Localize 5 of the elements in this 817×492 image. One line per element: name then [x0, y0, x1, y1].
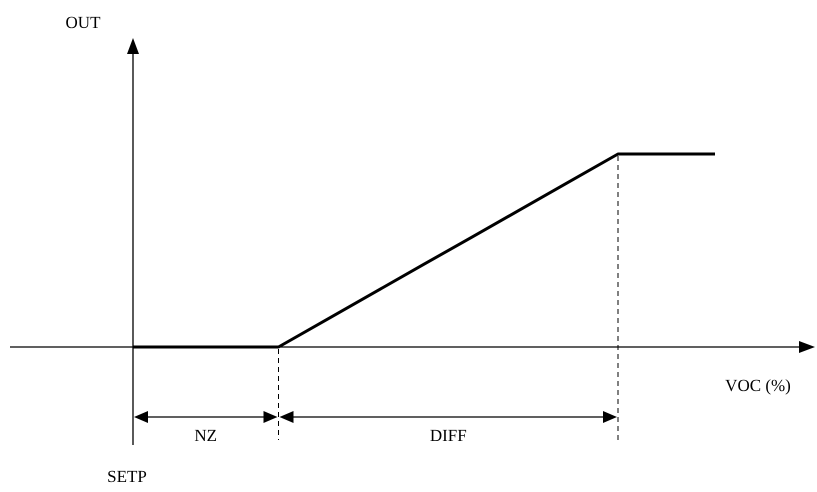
text: DIFF [430, 426, 467, 445]
x-axis-title: VOC (%) [725, 376, 791, 395]
text: NZ [194, 426, 218, 445]
text: SETP [107, 467, 147, 486]
text: OUT [66, 13, 102, 32]
